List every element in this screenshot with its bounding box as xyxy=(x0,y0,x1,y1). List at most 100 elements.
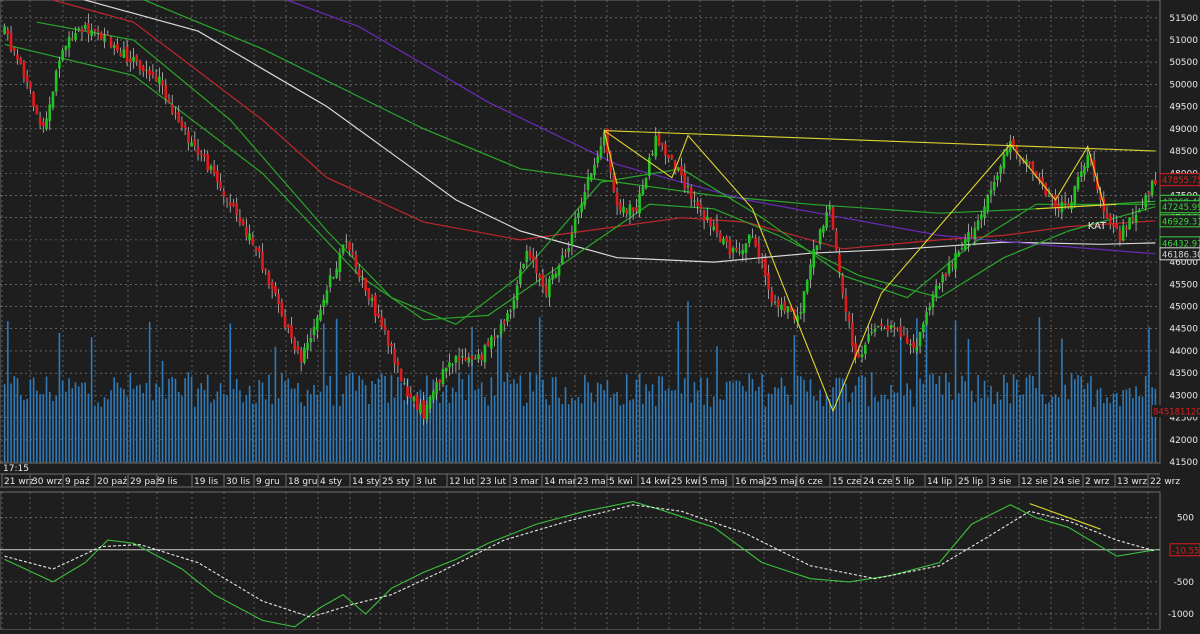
candle-body xyxy=(370,298,374,301)
candle-body xyxy=(677,167,680,171)
candle-body xyxy=(651,153,654,155)
candle-body xyxy=(612,174,616,192)
candle-body xyxy=(435,382,438,394)
candle-body xyxy=(731,247,735,253)
candle-body xyxy=(3,26,6,35)
candle-body xyxy=(1154,180,1157,185)
oscillator-value-box xyxy=(1169,543,1200,557)
candle-body xyxy=(776,299,780,308)
candle-body xyxy=(789,305,793,311)
candle-body xyxy=(941,274,944,283)
oscillator-y-tick-label: 500 xyxy=(1177,514,1194,524)
candle-body xyxy=(912,342,915,348)
candle-body xyxy=(564,252,567,254)
x-tick-label: 3 sie xyxy=(990,477,1012,487)
candle-body xyxy=(164,85,168,99)
moving-average-line xyxy=(36,21,1156,325)
price-y-tick-label: 48500 xyxy=(1169,147,1198,157)
candle-body xyxy=(1121,225,1125,241)
price-y-tick-label: 50500 xyxy=(1169,58,1198,68)
candle-body xyxy=(112,45,116,48)
candle-body xyxy=(905,336,909,344)
candle-body xyxy=(457,357,461,361)
candle-body xyxy=(235,203,239,215)
series-last-value-label: 46432.97 xyxy=(1162,239,1200,249)
candle-body xyxy=(506,313,509,322)
candle-body xyxy=(135,54,139,62)
candle-body xyxy=(602,131,606,146)
series-last-value-label: 46929.31 xyxy=(1162,217,1200,227)
candle-body xyxy=(377,313,380,317)
candle-body xyxy=(403,383,406,385)
x-tick-label: 30 wrz xyxy=(32,477,62,487)
oscillator-y-tick-label: -500 xyxy=(1174,578,1195,588)
candle-body xyxy=(174,113,177,115)
candle-body xyxy=(970,235,973,237)
pattern-line xyxy=(603,130,618,185)
price-y-tick-label: 41500 xyxy=(1169,458,1198,468)
candle-body xyxy=(438,379,442,383)
candle-body xyxy=(1076,176,1080,190)
candle-body xyxy=(473,358,477,360)
candle-body xyxy=(525,250,529,262)
candle-body xyxy=(892,327,896,329)
series-last-value-label: 47245.99 xyxy=(1162,203,1200,213)
candle-body xyxy=(464,357,467,361)
candle-body xyxy=(216,170,219,182)
candle-body xyxy=(183,126,187,129)
x-tick-label: 15 cze xyxy=(832,477,862,487)
candle-body xyxy=(963,239,967,250)
candle-body xyxy=(1038,177,1041,181)
candle-body xyxy=(193,139,197,146)
candle-body xyxy=(61,50,64,61)
series-last-value-label: 47855.75 xyxy=(1162,176,1200,186)
candle-body xyxy=(212,165,216,174)
candle-body xyxy=(483,345,487,363)
candle-body xyxy=(954,253,957,270)
candle-body xyxy=(1031,161,1035,174)
candle-body xyxy=(1096,178,1099,190)
price-y-tick-label: 46000 xyxy=(1169,258,1198,268)
candle-body xyxy=(531,255,535,261)
candle-body xyxy=(90,29,93,36)
candle-body xyxy=(122,49,126,58)
candle-body xyxy=(586,176,590,191)
candle-body xyxy=(254,247,258,251)
candle-body xyxy=(25,76,29,82)
candle-body xyxy=(74,33,77,40)
x-tick-label: 5 kwi xyxy=(609,477,633,487)
candle-body xyxy=(38,117,42,125)
candle-body xyxy=(699,204,703,210)
x-tick-label: 19 lis xyxy=(194,477,218,487)
candle-body xyxy=(396,361,400,366)
candle-body xyxy=(863,344,867,355)
candle-body xyxy=(509,310,512,312)
candle-body xyxy=(844,295,848,313)
x-tick-label: 24 sie xyxy=(1053,477,1081,487)
candle-body xyxy=(470,355,474,360)
price-y-tick-label: 43000 xyxy=(1169,391,1198,401)
candle-body xyxy=(648,157,651,177)
candle-body xyxy=(203,154,206,157)
price-y-tick-label: 42500 xyxy=(1169,414,1198,424)
candle-body xyxy=(828,206,832,210)
volume-value-box xyxy=(1152,404,1200,417)
candle-body xyxy=(625,209,629,214)
price-y-tick-label: 45500 xyxy=(1169,280,1198,290)
candle-body xyxy=(593,164,596,176)
candle-body xyxy=(541,274,545,287)
candle-body xyxy=(851,322,854,347)
candle-body xyxy=(419,403,422,414)
candle-body xyxy=(486,341,490,346)
candle-body xyxy=(567,247,571,252)
candle-body xyxy=(928,307,932,311)
candle-body xyxy=(1150,180,1154,196)
candle-body xyxy=(670,154,674,159)
x-tick-label: 4 sty xyxy=(320,477,343,487)
candle-body xyxy=(638,193,641,214)
candle-body xyxy=(490,336,493,349)
oscillator-line xyxy=(1029,503,1101,530)
pattern-line xyxy=(603,130,1105,413)
candle-body xyxy=(554,273,558,278)
candle-body xyxy=(606,128,609,154)
